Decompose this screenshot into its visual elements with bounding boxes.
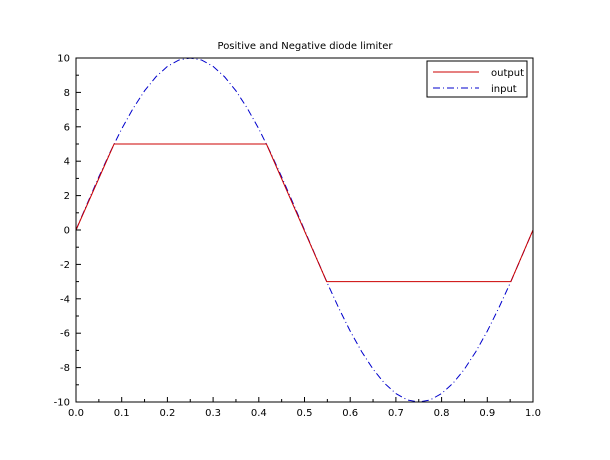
chart-title: Positive and Negative diode limiter xyxy=(218,41,394,52)
y-tick-label: -8 xyxy=(60,363,70,374)
y-tick-label: 0 xyxy=(64,226,70,237)
plot-series xyxy=(75,57,534,403)
y-tick-label: 2 xyxy=(64,191,70,202)
x-tick-label: 0.0 xyxy=(68,408,84,419)
y-axis: -10 -8 -6 -4 -2 0 2 4 6 8 10 xyxy=(54,54,81,409)
y-tick-label: -10 xyxy=(54,398,70,409)
y-tick-label: -6 xyxy=(60,329,70,340)
x-tick-label: 0.9 xyxy=(479,408,495,419)
series-line-output xyxy=(75,143,534,283)
y-tick-label: -2 xyxy=(60,260,70,271)
y-tick-label: 6 xyxy=(64,122,70,133)
x-tick-label: 0.3 xyxy=(205,408,221,419)
x-tick-label: 0.8 xyxy=(434,408,450,419)
x-tick-label: 0.7 xyxy=(388,408,404,419)
x-axis: 0.0 0.1 0.2 0.3 0.4 0.5 0.6 0.7 0.8 0.9 1.0 xyxy=(68,397,541,419)
legend-label-output: output xyxy=(491,68,524,79)
legend-label-input: input xyxy=(491,84,517,95)
x-tick-label: 1.0 xyxy=(525,408,541,419)
legend: output input xyxy=(426,60,528,98)
legend-box xyxy=(426,60,528,98)
y-tick-label: -4 xyxy=(60,294,70,305)
x-tick-label: 0.5 xyxy=(297,408,313,419)
x-tick-label: 0.1 xyxy=(114,408,130,419)
x-tick-label: 0.6 xyxy=(342,408,358,419)
x-tick-label: 0.2 xyxy=(159,408,175,419)
y-tick-label: 10 xyxy=(57,54,70,65)
series-line-input xyxy=(75,57,534,403)
y-tick-label: 4 xyxy=(64,157,70,168)
x-tick-label: 0.4 xyxy=(251,408,267,419)
y-tick-label: 8 xyxy=(64,88,70,99)
